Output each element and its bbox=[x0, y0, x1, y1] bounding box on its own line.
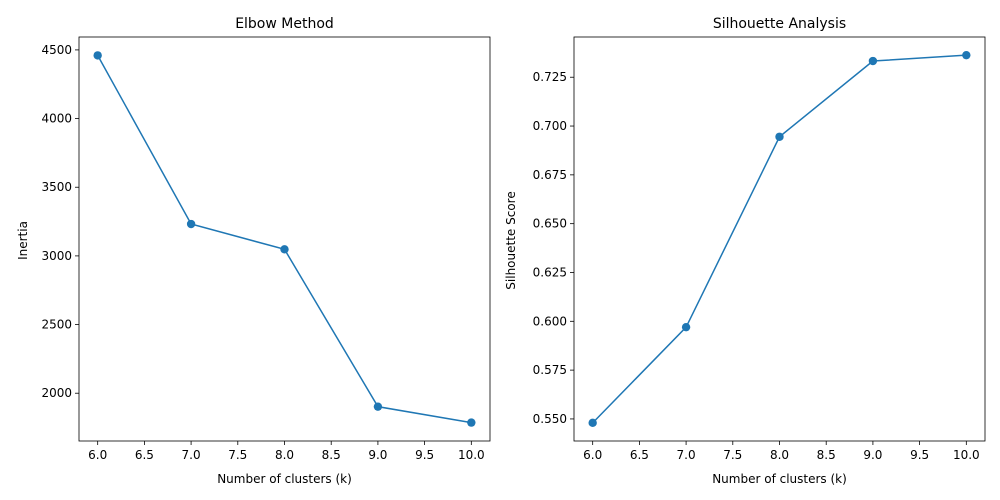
y-tick-label: 3500 bbox=[41, 180, 72, 194]
y-tick-label: 4500 bbox=[41, 43, 72, 57]
series-line bbox=[592, 54, 967, 424]
x-tick-label: 7.5 bbox=[228, 448, 247, 462]
x-tick-label: 6.5 bbox=[630, 448, 649, 462]
y-tick-label: 0.625 bbox=[533, 265, 567, 279]
x-axis-label: Number of clusters (k) bbox=[712, 472, 847, 486]
x-tick-label: 8.5 bbox=[817, 448, 836, 462]
y-tick-label: 4000 bbox=[41, 112, 72, 126]
y-tick-label: 0.550 bbox=[533, 412, 567, 426]
data-point bbox=[186, 219, 196, 229]
x-tick-label: 9.5 bbox=[910, 448, 929, 462]
x-tick-label: 7.5 bbox=[723, 448, 742, 462]
data-point bbox=[588, 418, 597, 428]
data-point bbox=[868, 56, 878, 66]
x-tick-label: 9.0 bbox=[368, 448, 387, 462]
x-axis-label: Number of clusters (k) bbox=[217, 472, 352, 486]
plot-frame bbox=[78, 36, 491, 442]
data-point bbox=[775, 132, 784, 141]
x-tick-label: 8.5 bbox=[322, 448, 341, 462]
chart-title: Elbow Method bbox=[235, 16, 334, 32]
elbow-chart: Elbow Method Number of clusters (k) Iner… bbox=[16, 16, 491, 486]
x-tick-label: 6.0 bbox=[88, 448, 107, 462]
y-tick-label: 0.675 bbox=[533, 168, 567, 182]
plot-frame bbox=[573, 36, 986, 442]
data-point bbox=[280, 245, 289, 254]
x-tick-label: 10.0 bbox=[953, 448, 980, 462]
data-point bbox=[681, 322, 691, 332]
y-tick-label: 0.600 bbox=[533, 314, 567, 328]
y-tick-label: 0.575 bbox=[533, 363, 567, 377]
y-axis-label: Silhouette Score bbox=[504, 191, 518, 289]
data-point bbox=[373, 402, 383, 411]
y-tick-label: 0.700 bbox=[533, 119, 567, 133]
y-tick-label: 3000 bbox=[41, 249, 72, 263]
x-tick-label: 7.0 bbox=[182, 448, 201, 462]
data-point bbox=[467, 418, 476, 427]
data-point bbox=[93, 51, 102, 60]
x-tick-label: 8.0 bbox=[770, 448, 789, 462]
y-axis-label: Inertia bbox=[16, 221, 30, 260]
y-tick-label: 0.650 bbox=[533, 217, 567, 231]
x-tick-label: 7.0 bbox=[677, 448, 696, 462]
x-tick-label: 6.5 bbox=[135, 448, 154, 462]
x-tick-label: 9.5 bbox=[415, 448, 434, 462]
series-line bbox=[97, 55, 472, 424]
x-tick-label: 8.0 bbox=[275, 448, 294, 462]
y-tick-label: 0.725 bbox=[533, 70, 567, 84]
x-tick-label: 9.0 bbox=[863, 448, 882, 462]
x-tick-label: 6.0 bbox=[583, 448, 602, 462]
y-tick-label: 2000 bbox=[41, 386, 72, 400]
y-tick-label: 2500 bbox=[41, 318, 72, 332]
x-tick-label: 10.0 bbox=[458, 448, 485, 462]
silhouette-chart: Silhouette Analysis Number of clusters (… bbox=[504, 16, 986, 486]
chart-title: Silhouette Analysis bbox=[713, 16, 846, 32]
data-point bbox=[962, 50, 971, 60]
